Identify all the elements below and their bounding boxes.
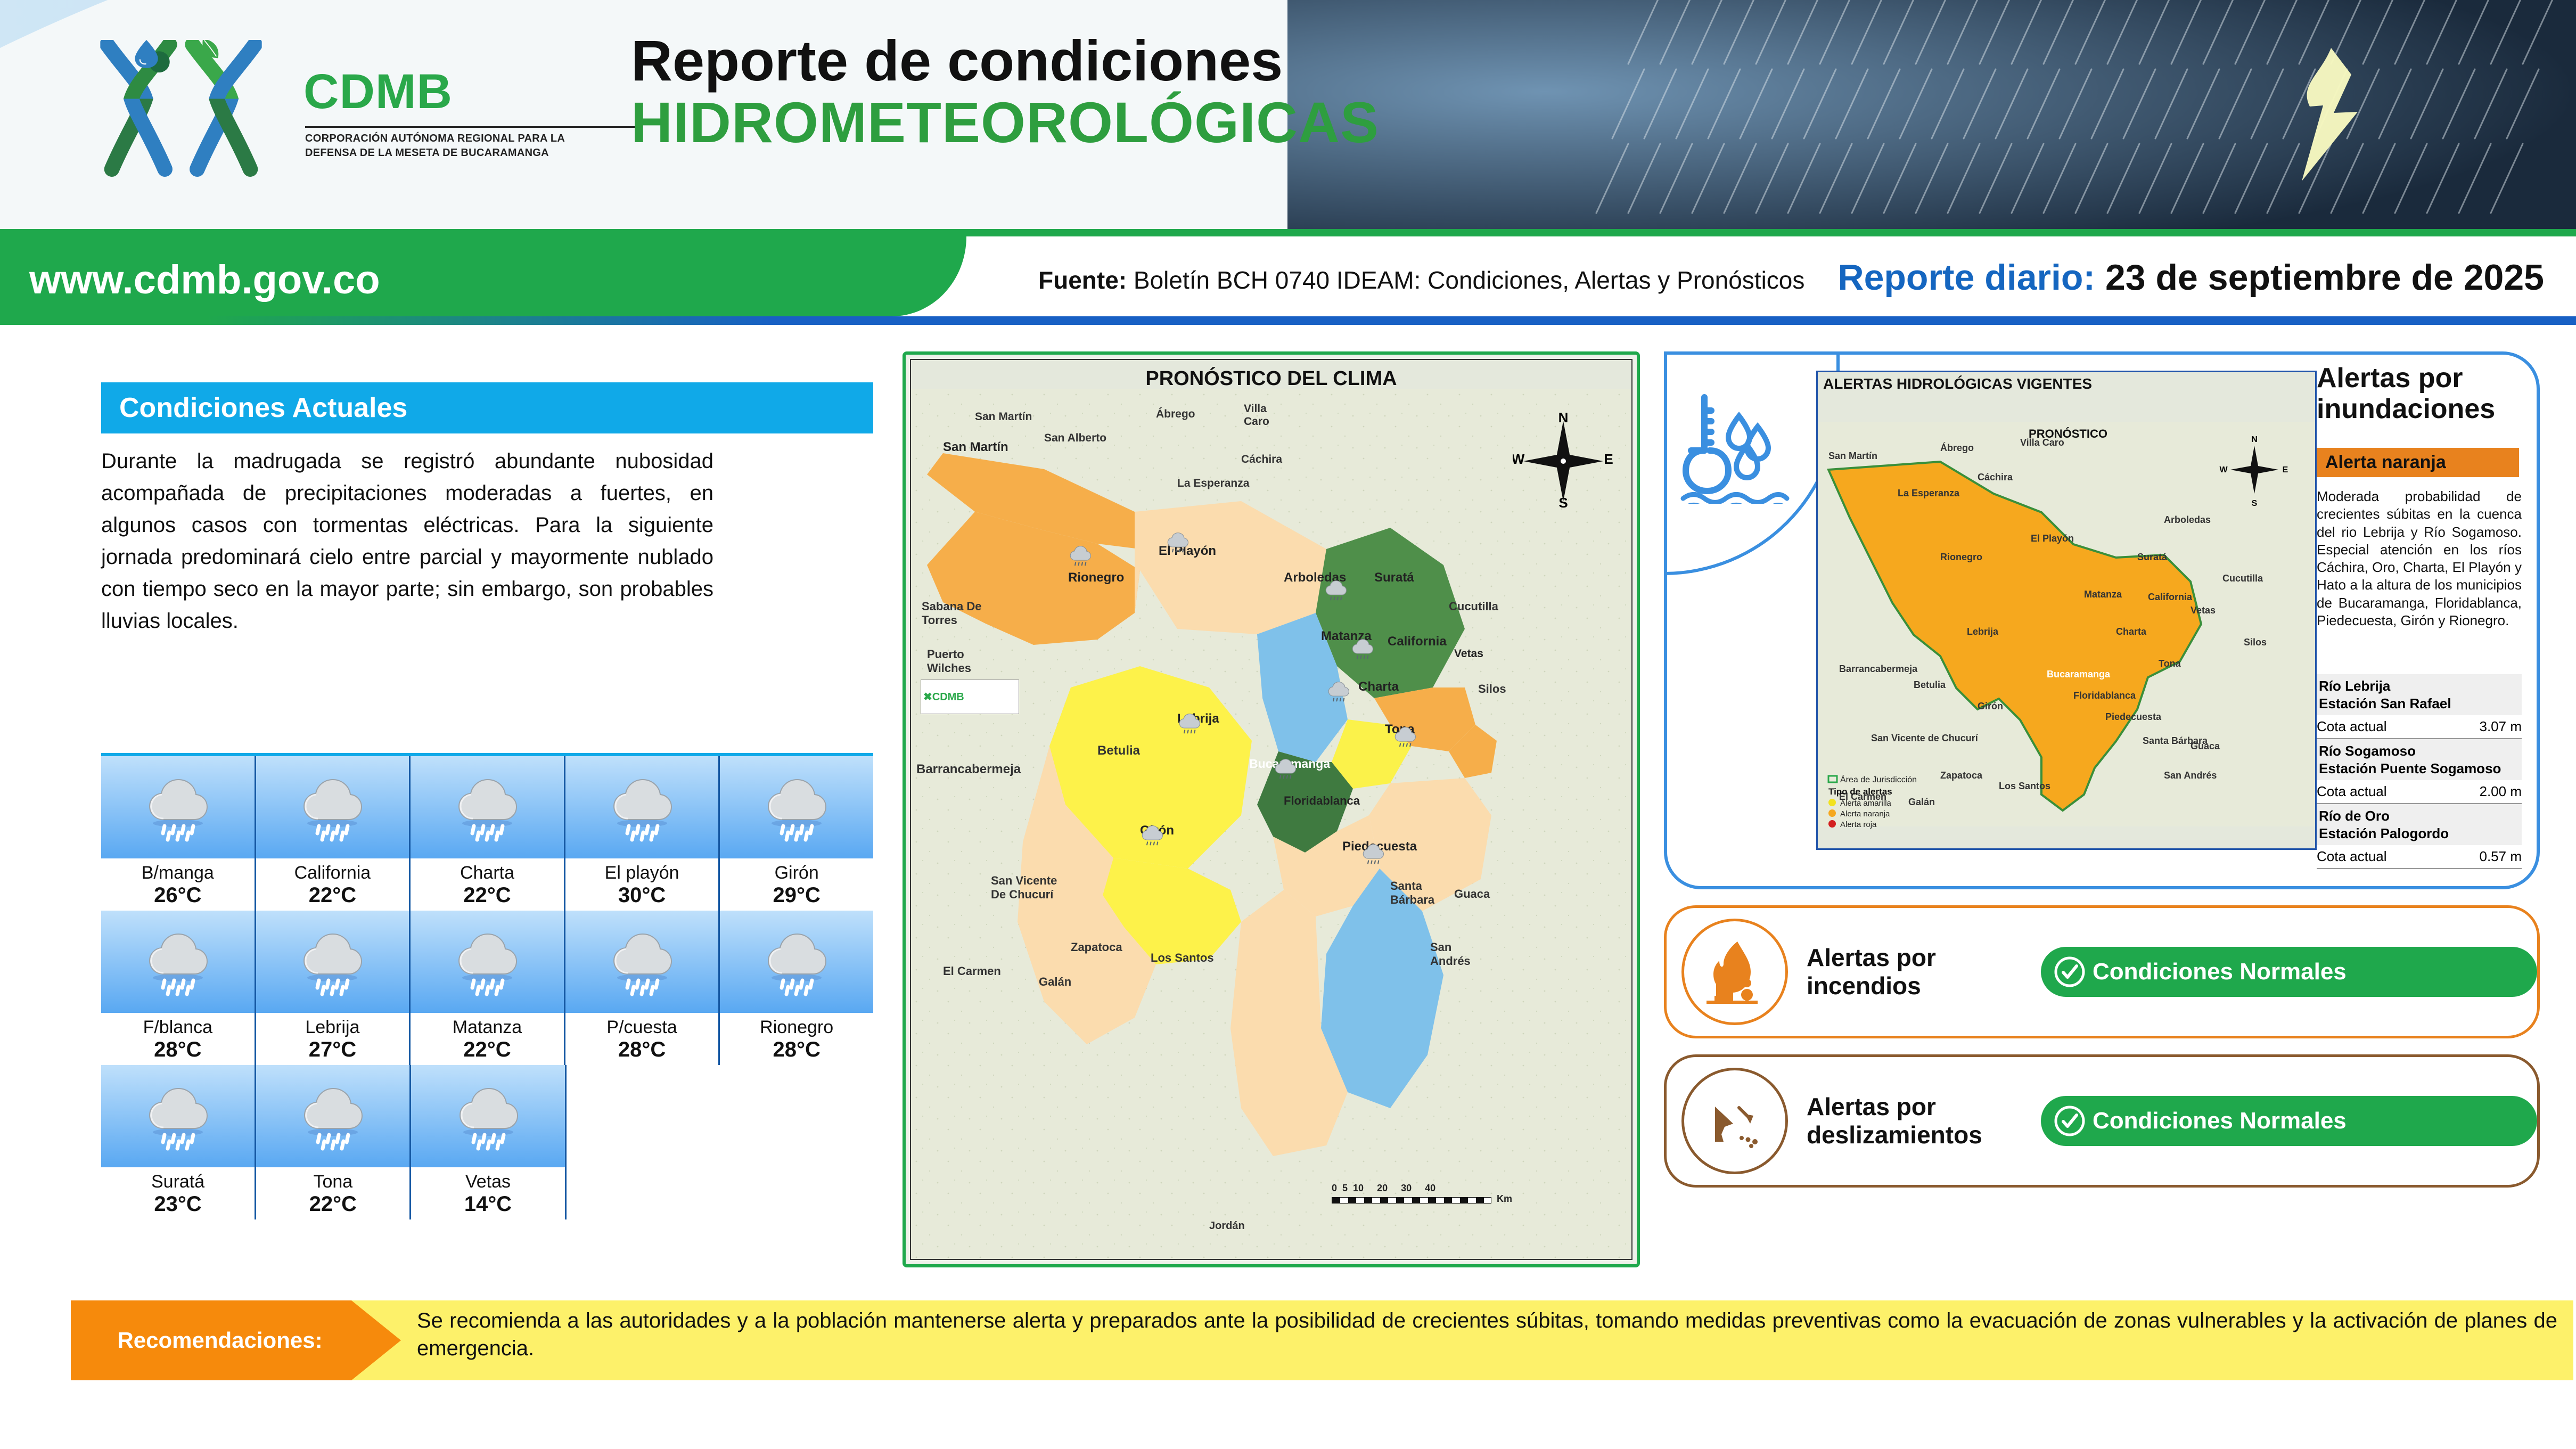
svg-text:El Playón: El Playón	[2031, 533, 2074, 544]
svg-text:San Andrés: San Andrés	[2164, 770, 2217, 781]
svg-text:Alerta amarilla: Alerta amarilla	[1840, 799, 1892, 808]
svg-text:San Vicente de Chucurí: San Vicente de Chucurí	[1871, 733, 1979, 743]
svg-text:Silos: Silos	[2244, 637, 2267, 648]
svg-text:Piedecuesta: Piedecuesta	[2105, 711, 2162, 722]
svg-text:Charta: Charta	[2116, 626, 2147, 637]
svg-text:Vetas: Vetas	[2191, 605, 2216, 616]
svg-text:Barrancabermeja: Barrancabermeja	[1839, 664, 1918, 674]
svg-text:La Esperanza: La Esperanza	[1898, 488, 1960, 498]
svg-text:Girón: Girón	[1978, 701, 2003, 711]
svg-text:Guaca: Guaca	[2191, 741, 2220, 751]
svg-text:Matanza: Matanza	[2084, 589, 2122, 600]
svg-text:W: W	[2219, 465, 2228, 474]
svg-text:San Martín: San Martín	[1828, 451, 1877, 461]
svg-text:Suratá: Suratá	[2137, 552, 2168, 562]
svg-text:Zapatoca: Zapatoca	[1940, 770, 1983, 781]
svg-text:Los Santos: Los Santos	[1999, 781, 2050, 791]
svg-text:Floridablanca: Floridablanca	[2073, 690, 2136, 701]
svg-text:Galán: Galán	[1908, 797, 1935, 807]
svg-text:Área de Jurisdicción: Área de Jurisdicción	[1840, 774, 1917, 784]
svg-text:Tona: Tona	[2159, 658, 2181, 669]
svg-text:Bucaramanga: Bucaramanga	[2047, 669, 2111, 680]
svg-text:Villa Caro: Villa Caro	[2020, 437, 2064, 448]
svg-text:Cáchira: Cáchira	[1978, 472, 2013, 482]
svg-text:California: California	[2148, 592, 2193, 602]
svg-text:Ábrego: Ábrego	[1940, 442, 1974, 453]
svg-text:Arboledas: Arboledas	[2164, 514, 2211, 525]
svg-text:S: S	[2252, 499, 2258, 508]
svg-text:W: W	[1513, 451, 1525, 467]
svg-text:E: E	[2283, 465, 2288, 474]
svg-text:Cucutilla: Cucutilla	[2222, 573, 2263, 584]
svg-text:E: E	[1604, 451, 1613, 467]
svg-text:Tipo de alertas: Tipo de alertas	[1828, 787, 1892, 797]
svg-text:N: N	[2251, 435, 2258, 444]
svg-text:Alerta naranja: Alerta naranja	[1840, 809, 1890, 818]
svg-text:Lebrija: Lebrija	[1967, 626, 1999, 637]
svg-text:Alerta roja: Alerta roja	[1840, 820, 1877, 829]
svg-text:Betulia: Betulia	[1914, 680, 1946, 690]
svg-text:Rionegro: Rionegro	[1940, 552, 1982, 562]
